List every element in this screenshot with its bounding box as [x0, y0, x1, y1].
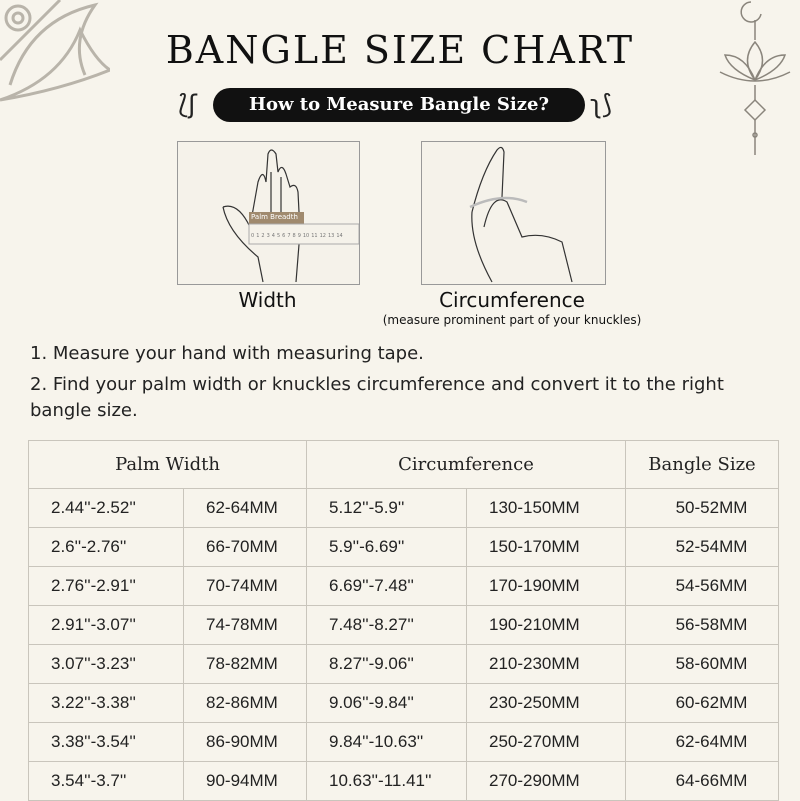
circumference-inches-cell: 6.69''-7.48''	[306, 566, 467, 606]
palm-width-mm-cell: 66-70MM	[183, 527, 307, 567]
instruction-2: 2. Find your palm width or knuckles circ…	[30, 374, 724, 421]
bangle-size-cell: 50-52MM	[625, 488, 779, 528]
hand-measuring-knuckles-icon	[469, 146, 573, 283]
ruler-tick-label: 13	[328, 233, 335, 239]
bangle-size-cell: 54-56MM	[625, 566, 779, 606]
palm-width-mm-cell: 70-74MM	[183, 566, 307, 606]
circumference-inches-cell: 9.84''-10.63''	[306, 722, 467, 762]
table-row: 2.91''-3.07'' 74-78MM 7.48''-8.27'' 190-210…	[28, 605, 779, 645]
circumference-mm-cell: 270-290MM	[466, 761, 626, 801]
mandala-ornament-icon	[0, 0, 110, 102]
palm-width-inches-cell: 2.6''-2.76''	[28, 527, 184, 567]
ruler-tick-label: 6	[282, 233, 286, 239]
circumference-inches-cell: 5.9''-6.69''	[306, 527, 467, 567]
bangle-size-cell: 56-58MM	[625, 605, 779, 645]
subtitle-banner: How to Measure Bangle Size?	[213, 88, 585, 122]
table-row: 2.76''-2.91'' 70-74MM 6.69''-7.48'' 170-190…	[28, 566, 779, 606]
circumference-mm-cell: 130-150MM	[466, 488, 626, 528]
scroll-ornament-left-icon: ⟅ʃ	[178, 90, 197, 120]
width-illustration: Palm Breadth 0 1 2 3 4 5 6 7 8 9 10 11 12 13 14	[177, 141, 360, 285]
palm-width-inches-cell: 2.91''-3.07''	[28, 605, 184, 645]
table-row: 3.22''-3.38'' 82-86MM 9.06''-9.84'' 230-250…	[28, 683, 779, 723]
palm-width-inches-cell: 2.44''-2.52''	[28, 488, 184, 528]
ruler-tick-label: 8	[292, 233, 296, 239]
circumference-note: (measure prominent part of your knuckles…	[382, 313, 642, 327]
scroll-ornament-right-icon: ʅ⟆	[590, 90, 613, 120]
ruler-tick-label: 2	[261, 233, 265, 239]
ruler-tick-label: 0	[251, 233, 255, 239]
size-chart-table: Palm Width Circumference Bangle Size 2.4…	[28, 440, 779, 801]
palm-width-mm-cell: 78-82MM	[183, 644, 307, 684]
ruler-label: Palm Breadth	[251, 213, 298, 221]
circumference-mm-cell: 150-170MM	[466, 527, 626, 567]
width-caption: Width	[238, 288, 297, 312]
ruler-tick-label: 3	[266, 233, 270, 239]
circumference-mm-cell: 170-190MM	[466, 566, 626, 606]
ruler-tick-label: 9	[297, 233, 301, 239]
palm-width-inches-cell: 3.07''-3.23''	[28, 644, 184, 684]
ruler-scale: 0 1 2 3 4 5 6 7 8 9 10 11 12 13 14	[251, 233, 343, 239]
circumference-mm-cell: 190-210MM	[466, 605, 626, 645]
ruler-tick-label: 1	[256, 233, 260, 239]
circumference-illustration	[421, 141, 606, 285]
palm-width-mm-cell: 82-86MM	[183, 683, 307, 723]
ruler-tick-label: 5	[276, 233, 281, 239]
palm-hand-icon	[222, 149, 360, 283]
palm-width-mm-cell: 90-94MM	[183, 761, 307, 801]
header-circumference: Circumference	[306, 440, 626, 489]
bangle-size-cell: 58-60MM	[625, 644, 779, 684]
palm-width-inches-cell: 2.76''-2.91''	[28, 566, 184, 606]
instruction-1: 1. Measure your hand with measuring tape…	[30, 343, 424, 364]
circumference-inches-cell: 7.48''-8.27''	[306, 605, 467, 645]
circumference-mm-cell: 210-230MM	[466, 644, 626, 684]
bangle-size-cell: 62-64MM	[625, 722, 779, 762]
header-palm-width: Palm Width	[28, 440, 307, 489]
palm-width-inches-cell: 3.22''-3.38''	[28, 683, 184, 723]
bangle-size-cell: 60-62MM	[625, 683, 779, 723]
bangle-size-cell: 52-54MM	[625, 527, 779, 567]
palm-width-mm-cell: 86-90MM	[183, 722, 307, 762]
palm-width-mm-cell: 74-78MM	[183, 605, 307, 645]
table-row: 2.6''-2.76'' 66-70MM 5.9''-6.69'' 150-170MM…	[28, 527, 779, 567]
ruler-tick-label: 10	[302, 233, 310, 239]
ruler-tick-label: 7	[287, 233, 291, 239]
table-row: 3.54''-3.7'' 90-94MM 10.63''-11.41'' 270-29…	[28, 761, 779, 801]
circumference-inches-cell: 5.12''-5.9''	[306, 488, 467, 528]
table-row: 3.07''-3.23'' 78-82MM 8.27''-9.06'' 210-230…	[28, 644, 779, 684]
bangle-size-cell: 64-66MM	[625, 761, 779, 801]
circumference-inches-cell: 10.63''-11.41''	[306, 761, 467, 801]
table-row: 3.38''-3.54'' 86-90MM 9.84''-10.63'' 250-27…	[28, 722, 779, 762]
ruler-tick-label: 11	[311, 233, 318, 239]
palm-width-mm-cell: 62-64MM	[183, 488, 307, 528]
ruler-tick-label: 4	[271, 233, 275, 239]
table-header-row: Palm Width Circumference Bangle Size	[28, 440, 779, 489]
circumference-caption: Circumference	[439, 288, 585, 312]
ruler-tick-label: 12	[319, 233, 326, 239]
circumference-mm-cell: 230-250MM	[466, 683, 626, 723]
palm-width-inches-cell: 3.38''-3.54''	[28, 722, 184, 762]
page-title: BANGLE SIZE CHART	[165, 28, 635, 72]
lotus-hanging-ornament-icon	[719, 1, 791, 155]
circumference-inches-cell: 9.06''-9.84''	[306, 683, 467, 723]
ruler-tick-label: 14	[336, 233, 343, 239]
circumference-mm-cell: 250-270MM	[466, 722, 626, 762]
header-bangle-size: Bangle Size	[625, 440, 779, 489]
palm-width-inches-cell: 3.54''-3.7''	[28, 761, 184, 801]
circumference-inches-cell: 8.27''-9.06''	[306, 644, 467, 684]
table-row: 2.44''-2.52'' 62-64MM 5.12''-5.9'' 130-150M…	[28, 488, 779, 528]
